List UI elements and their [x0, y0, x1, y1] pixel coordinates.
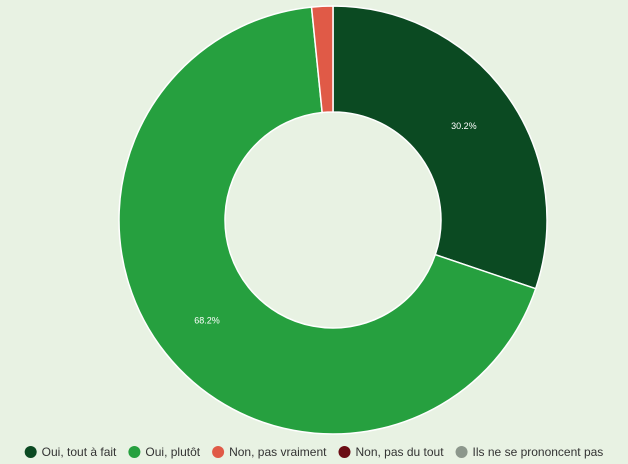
slices-group — [118, 5, 548, 435]
slice-2[interactable] — [310, 5, 334, 114]
legend-marker-2 — [212, 446, 225, 458]
legend-label-0: Oui, tout à fait — [42, 445, 117, 459]
legend-label-3: Non, pas du tout — [355, 445, 444, 459]
legend-marker-1 — [128, 446, 141, 458]
legend-marker-3 — [338, 446, 351, 458]
data-label-0: 30.2% — [451, 121, 477, 131]
legend-item-2[interactable]: Non, pas vraiment — [212, 445, 327, 459]
legend-item-0[interactable]: Oui, tout à fait — [24, 445, 117, 459]
legend-item-3[interactable]: Non, pas du tout — [338, 445, 444, 459]
legend-marker-0 — [24, 446, 37, 458]
legend-marker-4 — [455, 446, 468, 458]
legend-label-4: Ils ne se prononcent pas — [473, 445, 604, 459]
data-label-1: 68.2% — [194, 315, 220, 325]
legend-item-4[interactable]: Ils ne se prononcent pas — [455, 445, 604, 459]
legend-label-2: Non, pas vraiment — [229, 445, 327, 459]
legend-item-1[interactable]: Oui, plutôt — [128, 445, 201, 459]
legend-label-1: Oui, plutôt — [145, 445, 200, 459]
slice-1[interactable] — [118, 6, 537, 435]
slice-0[interactable] — [332, 5, 548, 290]
data-labels-group: 30.2% 68.2% — [194, 121, 476, 325]
legend: Oui, tout à fait Oui, plutôt Non, pas vrai… — [24, 445, 604, 459]
